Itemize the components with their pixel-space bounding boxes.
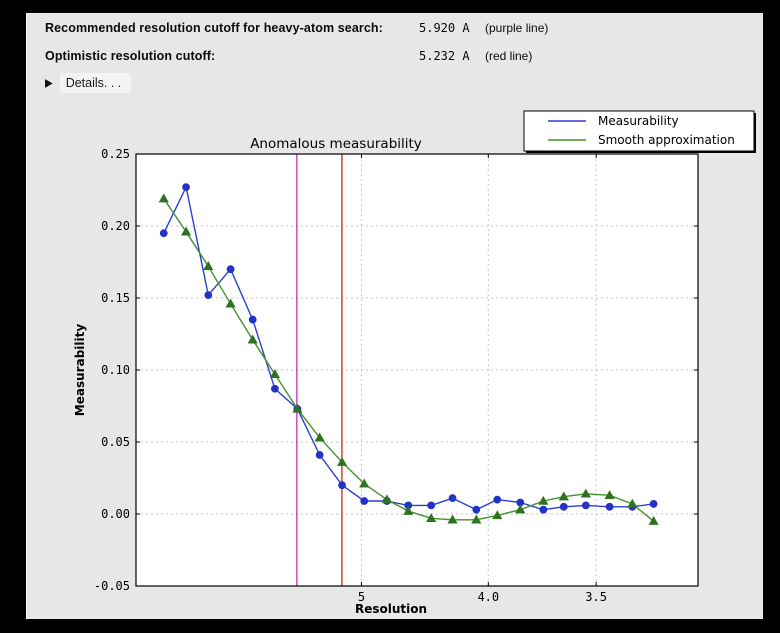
measurability-point bbox=[559, 502, 568, 511]
measurability-point bbox=[472, 505, 481, 514]
smooth-approximation-point bbox=[604, 490, 615, 499]
measurability-point bbox=[581, 501, 590, 510]
x-tick-label: 4.0 bbox=[477, 590, 499, 604]
measurability-point bbox=[605, 502, 614, 511]
measurability-point bbox=[649, 500, 658, 508]
recommended-cutoff-note: (purple line) bbox=[485, 21, 549, 35]
smooth-approximation-point bbox=[426, 513, 437, 523]
optimistic-cutoff-note: (red line) bbox=[485, 49, 533, 63]
measurability-point bbox=[182, 183, 190, 192]
y-axis-label: Measurability bbox=[73, 324, 87, 417]
smooth-approximation-point bbox=[337, 456, 348, 466]
smooth-approximation-point bbox=[359, 478, 370, 488]
smooth-approximation-point bbox=[225, 298, 236, 308]
smooth-approximation-point bbox=[314, 432, 325, 442]
y-tick-label: 0.00 bbox=[101, 507, 130, 521]
measurability-point bbox=[493, 495, 502, 504]
smooth-approximation-point bbox=[247, 334, 258, 344]
smooth-approximation-point bbox=[558, 491, 569, 501]
measurability-point bbox=[539, 505, 548, 514]
measurability-point bbox=[248, 315, 257, 324]
smooth-approximation-point bbox=[492, 510, 503, 520]
smooth-approximation-point bbox=[292, 403, 303, 413]
smooth-approximation-point bbox=[627, 498, 638, 508]
anomalous-measurability-chart: 0.25 0.20 0.15 0.10 0.05 0.00 -0.05 5 4.0 3.5 Anom… bbox=[73, 110, 756, 616]
measurability-point bbox=[427, 501, 436, 510]
y-tick-label: 0.15 bbox=[101, 291, 130, 305]
smooth-approximation-point bbox=[471, 514, 482, 524]
measurability-point bbox=[448, 494, 457, 503]
smooth-approximation-point bbox=[515, 504, 526, 514]
details-label: Details. . . bbox=[59, 73, 132, 93]
smooth-approximation-point bbox=[580, 488, 591, 498]
recommended-cutoff-row: Recommended resolution cutoff for heavy-… bbox=[27, 21, 763, 39]
smooth-approximation-point bbox=[181, 226, 192, 236]
y-tick-label: 0.05 bbox=[101, 435, 130, 449]
smooth-approximation-point bbox=[538, 495, 549, 505]
y-tick-label: 0.10 bbox=[101, 363, 130, 377]
legend-entry-label: Smooth approximation bbox=[598, 133, 735, 147]
measurability-point bbox=[338, 481, 346, 490]
smooth-approximation-point bbox=[381, 494, 392, 504]
smooth-approximation-point bbox=[403, 505, 414, 515]
y-tick-label: 0.25 bbox=[101, 147, 130, 161]
measurability-point bbox=[226, 265, 235, 274]
recommended-cutoff-value: 5.920 A bbox=[419, 21, 470, 35]
smooth-approximation-point bbox=[447, 514, 458, 524]
measurability-point bbox=[315, 451, 324, 459]
smooth-approximation-point bbox=[269, 369, 280, 379]
legend-box bbox=[523, 110, 755, 152]
optimistic-cutoff-label: Optimistic resolution cutoff: bbox=[45, 49, 216, 63]
smooth-approximation-point bbox=[203, 261, 214, 271]
measurability-point bbox=[159, 229, 168, 238]
results-panel: Recommended resolution cutoff for heavy-… bbox=[26, 13, 763, 619]
x-tick-label: 3.5 bbox=[585, 590, 607, 604]
legend-entry-label: Measurability bbox=[598, 114, 679, 128]
disclosure-triangle-icon[interactable]: ▶ bbox=[45, 76, 53, 90]
x-axis-label: Resolution bbox=[355, 602, 427, 616]
x-tick-label: 5 bbox=[358, 590, 365, 604]
details-disclosure[interactable]: ▶ Details. . . bbox=[45, 72, 132, 94]
chart-title: Anomalous measurability bbox=[250, 136, 422, 152]
measurability-point bbox=[271, 384, 279, 393]
y-tick-label: 0.20 bbox=[101, 219, 130, 233]
recommended-cutoff-label: Recommended resolution cutoff for heavy-… bbox=[45, 21, 383, 35]
optimistic-cutoff-value: 5.232 A bbox=[419, 49, 470, 63]
y-tick-label: -0.05 bbox=[94, 579, 130, 593]
smooth-approximation-point bbox=[158, 193, 169, 203]
smooth-approximation-point bbox=[648, 515, 659, 525]
optimistic-cutoff-row: Optimistic resolution cutoff: 5.232 A (r… bbox=[27, 49, 763, 67]
measurability-point bbox=[360, 497, 369, 505]
measurability-point bbox=[204, 291, 213, 300]
